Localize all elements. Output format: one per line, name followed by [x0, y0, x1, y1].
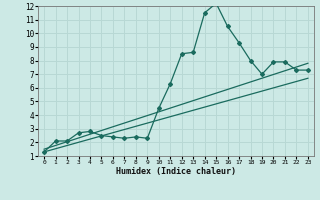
X-axis label: Humidex (Indice chaleur): Humidex (Indice chaleur)	[116, 167, 236, 176]
